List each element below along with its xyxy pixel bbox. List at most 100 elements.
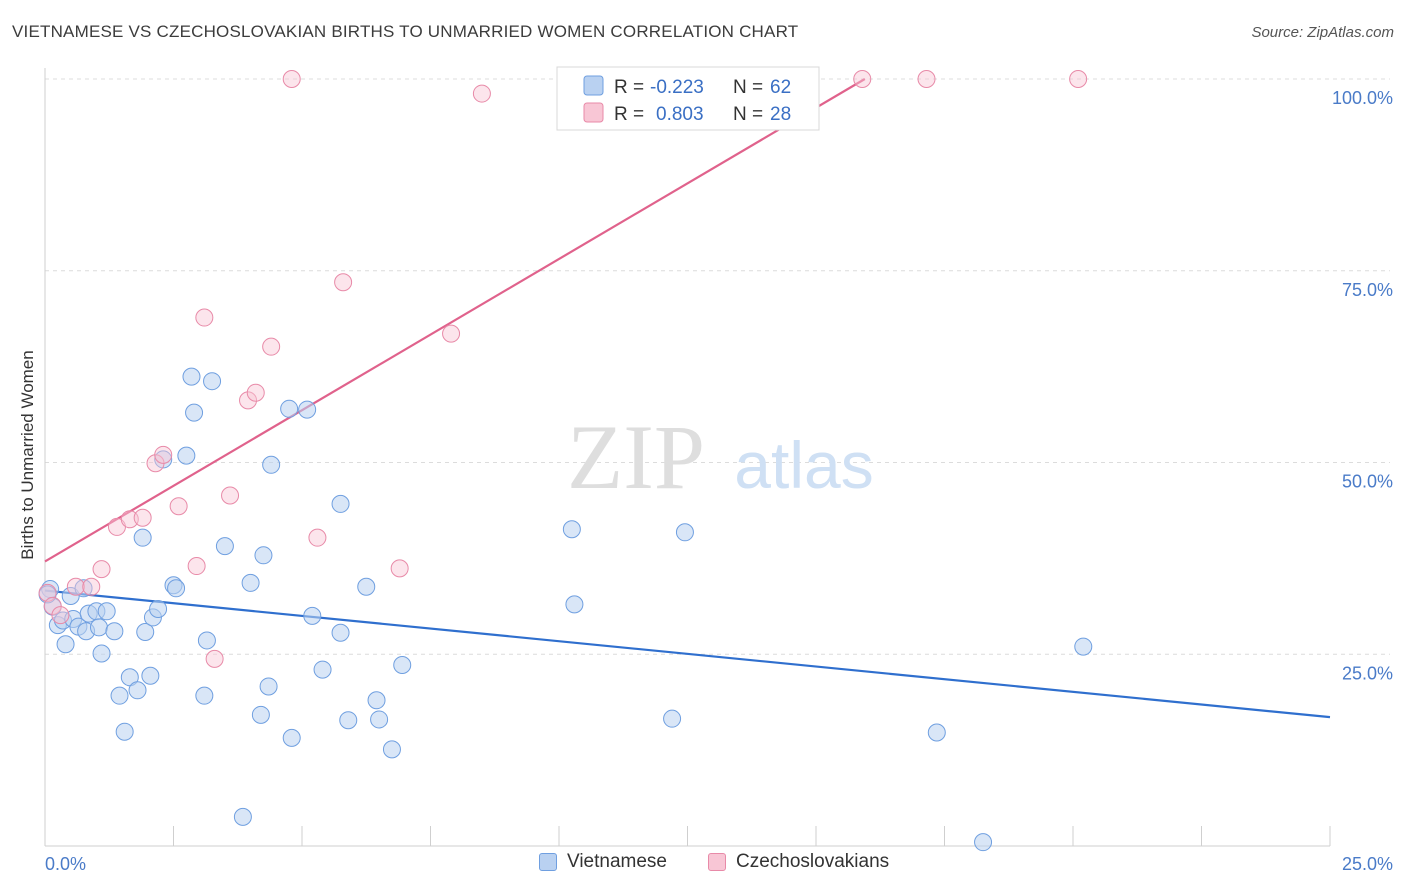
- vietnamese-point-36: [241, 573, 260, 592]
- vietnamese-point-41: [280, 399, 299, 418]
- legend-n-value-pink: 28: [770, 104, 791, 125]
- vietnamese-point-17: [115, 722, 134, 741]
- legend-label-vietnamese: Vietnamese: [567, 851, 667, 872]
- vietnamese-point-13: [92, 644, 111, 663]
- vietnamese-point-40: [262, 455, 281, 474]
- vietnamese-point-28: [177, 446, 196, 465]
- czechoslovakians-point-14: [205, 649, 224, 668]
- legend-swatch-vietnamese: [539, 853, 557, 871]
- czechoslovakians-point-1: [43, 596, 62, 615]
- vietnamese-point-45: [313, 660, 332, 679]
- legend-n-value-blue: 62: [770, 77, 791, 98]
- czechoslovakians-point-20: [308, 528, 327, 547]
- czechoslovakians-trend-line: [44, 78, 866, 563]
- vietnamese-point-37: [251, 705, 270, 724]
- x-tick-label-0: 0.0%: [45, 854, 86, 874]
- vietnamese-point-22: [141, 666, 160, 685]
- legend-r-label-blue: R =: [614, 77, 644, 98]
- czechoslovakians-point-26: [917, 70, 936, 88]
- vietnamese-point-59: [974, 833, 993, 852]
- czechoslovakians-point-13: [195, 308, 214, 327]
- vietnamese-point-33: [203, 372, 222, 391]
- y-tick-label-1: 75.0%: [1342, 280, 1393, 300]
- vietnamese-point-12: [89, 618, 108, 637]
- vietnamese-point-29: [182, 367, 201, 386]
- vietnamese-point-51: [370, 710, 389, 729]
- watermark: ZIP atlas: [567, 406, 874, 508]
- czechoslovakians-point-3: [66, 577, 85, 596]
- czechoslovakians-point-8: [133, 508, 152, 527]
- y-tick-label-0: 100.0%: [1332, 88, 1393, 108]
- vietnamese-point-55: [565, 595, 584, 614]
- czechoslovakians-point-16: [239, 391, 258, 410]
- vietnamese-point-20: [133, 528, 152, 547]
- vietnamese-point-27: [167, 579, 186, 598]
- czechoslovakians-point-25: [853, 70, 872, 88]
- axes-layer: [44, 68, 1331, 847]
- czechoslovakians-point-18: [262, 337, 281, 356]
- vietnamese-point-34: [215, 537, 234, 556]
- czechoslovakians-point-2: [51, 606, 70, 625]
- czechoslovakians-point-15: [221, 486, 240, 505]
- vietnamese-point-57: [675, 523, 694, 542]
- watermark-atlas: atlas: [734, 428, 873, 502]
- czechoslovakians-point-12: [187, 557, 206, 576]
- vietnamese-point-39: [259, 677, 278, 696]
- czechoslovakians-point-19: [282, 70, 301, 88]
- czechoslovakians-point-23: [442, 324, 461, 343]
- vietnamese-trend-line: [44, 589, 1331, 719]
- vietnamese-point-31: [195, 686, 214, 705]
- chart-title: VIETNAMESE VS CZECHOSLOVAKIAN BIRTHS TO …: [12, 22, 799, 41]
- legend-r-value-pink: 0.803: [656, 104, 704, 125]
- vietnamese-point-21: [136, 623, 155, 642]
- vietnamese-point-56: [663, 709, 682, 728]
- vietnamese-point-42: [282, 728, 301, 747]
- vietnamese-point-48: [339, 711, 358, 730]
- legend-swatch-blue: [583, 75, 604, 96]
- vietnamese-point-15: [105, 622, 124, 641]
- czechoslovakians-point-22: [390, 559, 409, 578]
- y-tick-label-2: 50.0%: [1342, 472, 1393, 492]
- vietnamese-point-9: [74, 579, 93, 598]
- watermark-zip: ZIP: [567, 406, 705, 508]
- czechoslovakians-point-21: [334, 273, 353, 292]
- ticks-layer: 100.0% 75.0% 50.0% 25.0% 0.0% 25.0%: [45, 88, 1393, 874]
- bottom-legend: Vietnamese Czechoslovakians: [0, 851, 1406, 879]
- vietnamese-point-52: [382, 740, 401, 759]
- vietnamese-point-16: [110, 686, 129, 705]
- vietnamese-point-46: [331, 623, 350, 642]
- vietnamese-point-53: [393, 655, 412, 674]
- y-axis-label: Births to Unmarried Women: [18, 350, 37, 559]
- vietnamese-point-19: [128, 681, 147, 700]
- czechoslovakians-point-24: [472, 84, 491, 103]
- czechoslovakians-point-5: [92, 560, 111, 579]
- legend-r-label-pink: R =: [614, 104, 644, 125]
- vietnamese-point-30: [185, 403, 204, 422]
- vietnamese-point-14: [97, 602, 116, 621]
- vietnamese-point-50: [367, 691, 386, 710]
- vietnamese-point-47: [331, 494, 350, 513]
- legend-swatch-pink: [583, 102, 604, 123]
- vietnamese-point-35: [233, 807, 252, 826]
- vietnamese-point-54: [562, 520, 581, 539]
- trend-layer: [44, 78, 1331, 719]
- vietnamese-point-43: [298, 400, 317, 419]
- czechoslovakians-point-27: [1069, 70, 1088, 88]
- czechoslovakians-point-10: [154, 445, 173, 464]
- legend-box: R = -0.223 N = 62 R = 0.803 N = 28: [556, 66, 820, 131]
- x-tick-label-1: 25.0%: [1342, 854, 1393, 874]
- czechoslovakians-point-11: [169, 497, 188, 516]
- czechoslovakians-point-7: [120, 510, 139, 529]
- vietnamese-point-60: [1074, 637, 1093, 656]
- vietnamese-point-38: [254, 546, 273, 565]
- points-layer: [38, 70, 1093, 852]
- bottom-legend-item-czechoslovakians: Czechoslovakians: [708, 851, 889, 873]
- y-tick-label-3: 25.0%: [1342, 663, 1393, 683]
- vietnamese-point-32: [197, 631, 216, 650]
- legend-label-czechoslovakians: Czechoslovakians: [736, 851, 890, 872]
- vietnamese-point-44: [303, 606, 322, 625]
- legend-swatch-czechoslovakians: [708, 853, 726, 871]
- bottom-legend-item-vietnamese: Vietnamese: [539, 851, 667, 873]
- vietnamese-point-4: [56, 635, 75, 654]
